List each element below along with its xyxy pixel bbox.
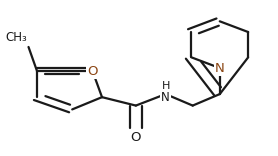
Text: N: N xyxy=(215,61,225,75)
Text: O: O xyxy=(87,65,98,78)
Text: H: H xyxy=(162,81,170,91)
Text: O: O xyxy=(131,131,141,144)
Text: CH₃: CH₃ xyxy=(6,31,28,44)
Text: N: N xyxy=(161,91,170,104)
